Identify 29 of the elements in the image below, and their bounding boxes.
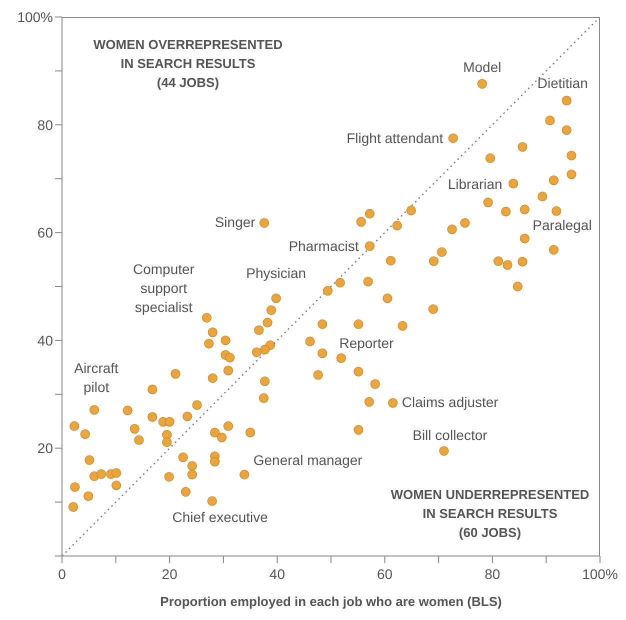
x-tick-label: 60 (377, 566, 393, 582)
annotation: Paralegal (532, 216, 592, 236)
annotation: Pharmacist (288, 236, 359, 256)
x-tick-label: 80 (484, 566, 500, 582)
annotation: WOMEN OVERREPRESENTED IN SEARCH RESULTS (44 JOBS) (92, 36, 284, 92)
annotation: Claims adjuster (402, 393, 498, 412)
annotation: Singer (214, 213, 256, 232)
x-axis-title: Proportion employed in each job who are women (BLS) (160, 594, 502, 609)
annotation: Chief executive (171, 508, 269, 527)
x-tick-label: 20 (162, 566, 178, 582)
annotation: Flight attendant (346, 128, 444, 148)
annotation: Reporter (338, 334, 395, 353)
annotation: Computer support specialist (132, 261, 194, 316)
x-tick-label: 0 (58, 566, 66, 582)
annotation: General manager (253, 451, 362, 470)
y-tick-label: 60 (37, 224, 54, 241)
annotation: WOMEN UNDERREPRESENTED IN SEARCH RESULTS (60 JOBS) (390, 486, 590, 542)
y-tick-label: 20 (37, 440, 54, 456)
x-tick-label: 40 (269, 566, 286, 582)
annotation: Bill collector (412, 426, 488, 446)
x-tick-label: 100% (582, 566, 618, 582)
y-tick-label: 80 (37, 116, 54, 133)
annotation: Physician (246, 264, 306, 281)
annotation: Aircraft pilot (73, 358, 120, 397)
annotation: Librarian (446, 174, 504, 194)
annotation: Dietitian (536, 74, 589, 94)
annotation: Model (463, 59, 502, 76)
y-tick-label: 100% (17, 8, 53, 25)
y-tick-label: 40 (37, 332, 54, 348)
